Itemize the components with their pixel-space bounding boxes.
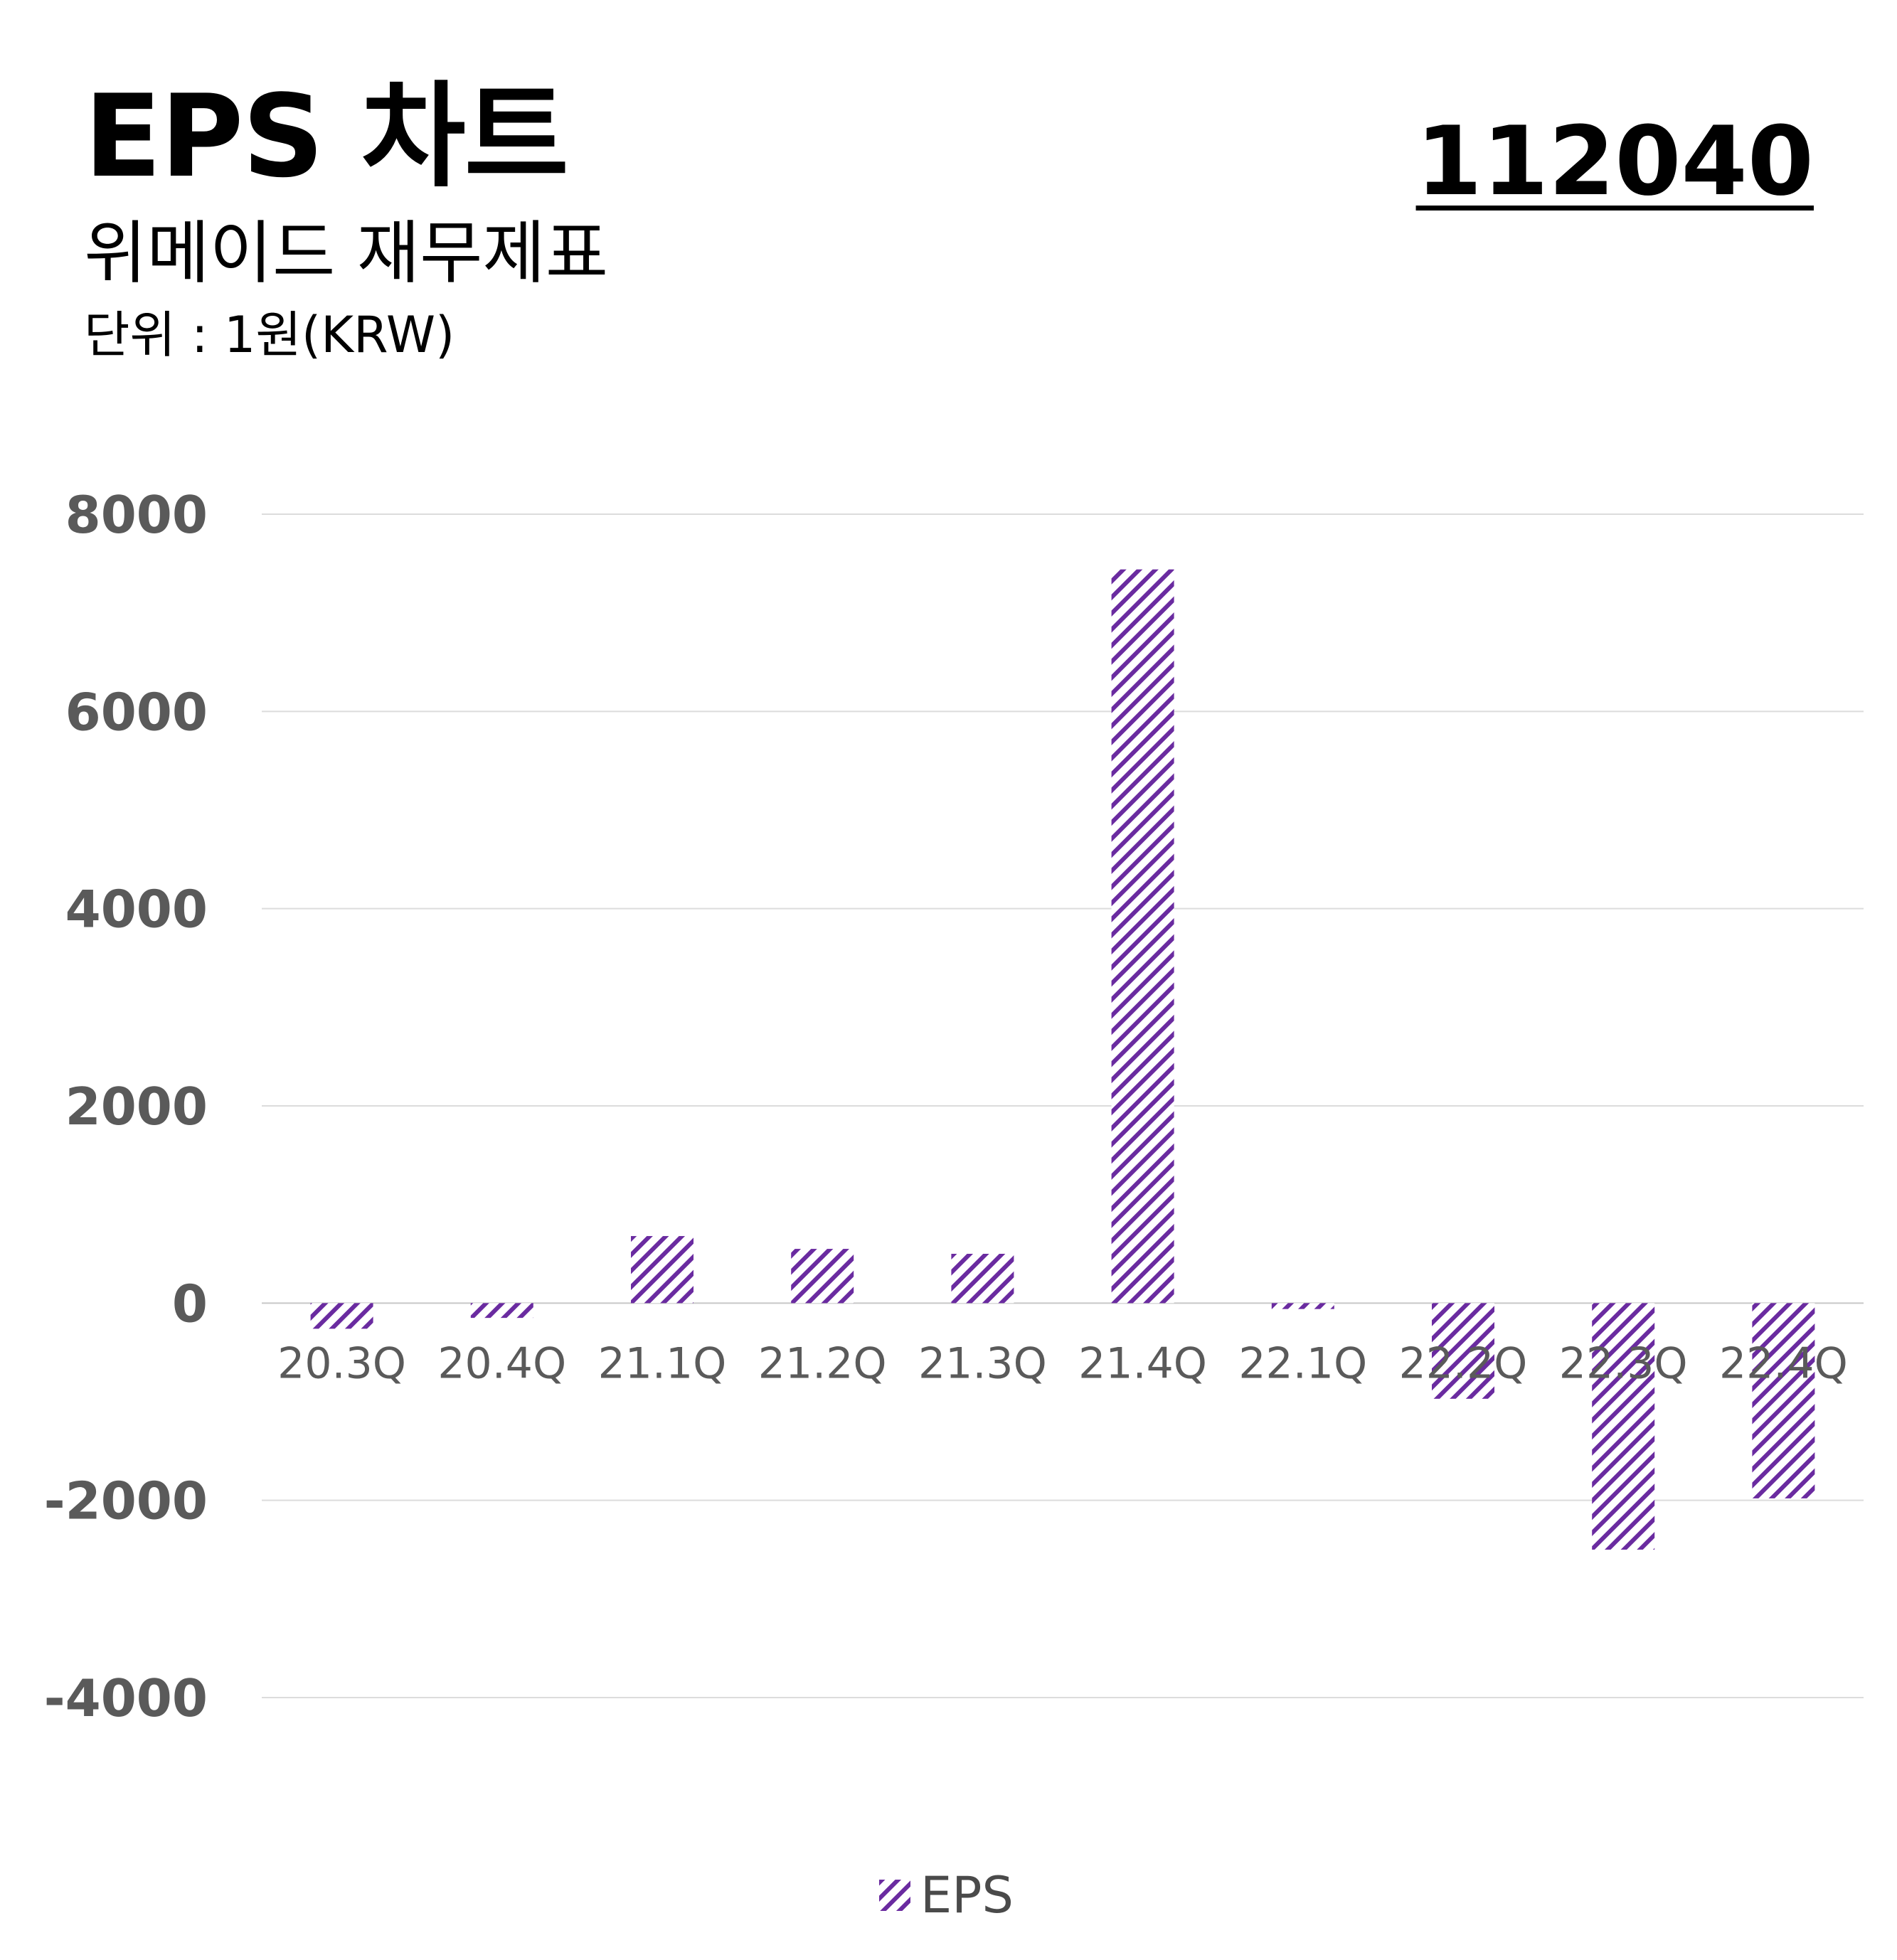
y-tick-label: -2000 xyxy=(44,1471,208,1531)
x-tick-label: 22.1Q xyxy=(1238,1338,1367,1388)
x-tick-label: 21.2Q xyxy=(758,1338,887,1388)
y-tick-label: 8000 xyxy=(65,485,208,545)
bar-20.3Q xyxy=(310,1303,373,1329)
x-tick-label: 20.3Q xyxy=(277,1338,406,1388)
bar-22.1Q xyxy=(1271,1303,1334,1309)
bar-22.3Q xyxy=(1592,1303,1655,1550)
chart-subtitle: 위메이드 재무제표 xyxy=(84,213,609,293)
y-tick-label: 6000 xyxy=(65,682,208,742)
legend-swatch xyxy=(879,1880,910,1911)
bar-21.3Q xyxy=(951,1254,1014,1304)
chart-title: EPS 차트 xyxy=(84,70,569,203)
bar-20.4Q xyxy=(470,1303,533,1319)
stock-code: 112040 xyxy=(1415,106,1814,217)
bar-22.2Q xyxy=(1432,1303,1494,1399)
legend-label: EPS xyxy=(920,1866,1014,1924)
bar-21.2Q xyxy=(791,1249,854,1304)
y-tick-label: 0 xyxy=(172,1274,208,1333)
y-tick-label: -4000 xyxy=(44,1668,208,1728)
x-tick-label: 21.3Q xyxy=(918,1338,1047,1388)
x-tick-label: 22.2Q xyxy=(1399,1338,1528,1388)
bar-22.4Q xyxy=(1752,1303,1815,1498)
bars xyxy=(310,569,1815,1550)
bar-21.1Q xyxy=(631,1236,694,1304)
bar-21.4Q xyxy=(1111,569,1174,1304)
x-tick-label: 20.4Q xyxy=(437,1338,566,1388)
legend: EPS xyxy=(879,1870,1014,1920)
x-tick-label: 22.3Q xyxy=(1559,1338,1688,1388)
x-tick-label: 21.4Q xyxy=(1078,1338,1207,1388)
x-axis-ticks: 20.3Q 20.4Q 21.1Q 21.2Q 21.3Q 21.4Q 22.1Q 22.2Q… xyxy=(277,1338,1848,1388)
y-axis-ticks: 8000 6000 4000 2000 0 -2000 -4000 xyxy=(44,485,208,1728)
unit-label: 단위 : 1원(KRW) xyxy=(84,306,455,364)
y-tick-label: 4000 xyxy=(65,880,208,939)
gridlines xyxy=(262,513,1864,1698)
x-tick-label: 21.1Q xyxy=(598,1338,727,1388)
y-tick-label: 2000 xyxy=(65,1077,208,1136)
x-tick-label: 22.4Q xyxy=(1719,1338,1848,1388)
